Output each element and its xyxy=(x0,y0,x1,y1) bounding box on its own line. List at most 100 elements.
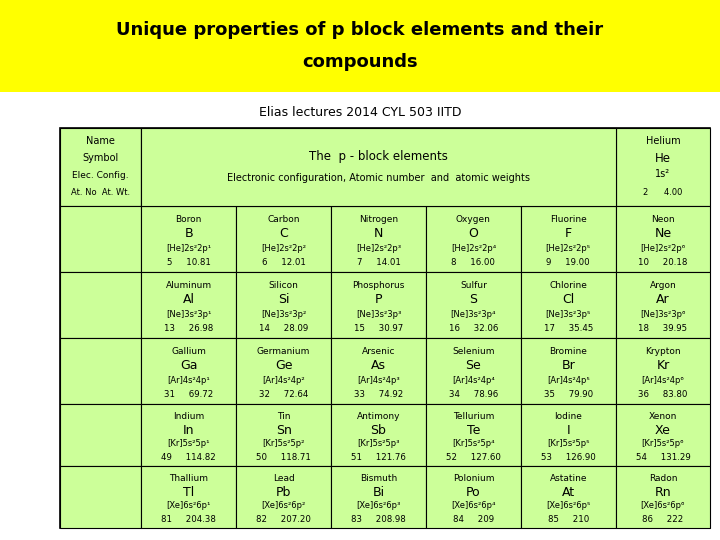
Text: [Ne]3s²3p⁵: [Ne]3s²3p⁵ xyxy=(546,310,591,319)
Text: Cl: Cl xyxy=(562,293,575,306)
Bar xyxy=(616,466,710,528)
Text: 53     126.90: 53 126.90 xyxy=(541,453,595,462)
Text: 15     30.97: 15 30.97 xyxy=(354,324,403,333)
Bar xyxy=(331,338,426,404)
Text: 51     121.76: 51 121.76 xyxy=(351,453,406,462)
Text: [He]2s²2p²: [He]2s²2p² xyxy=(261,244,306,253)
Text: 86     222: 86 222 xyxy=(642,515,683,524)
Text: [Ne]3s²3p²: [Ne]3s²3p² xyxy=(261,310,306,319)
Bar xyxy=(616,338,710,404)
Text: 10     20.18: 10 20.18 xyxy=(638,258,688,267)
Text: Rn: Rn xyxy=(654,485,671,498)
Text: [Ne]3s²3p⁴: [Ne]3s²3p⁴ xyxy=(451,310,496,319)
Text: Lead: Lead xyxy=(273,474,294,483)
Bar xyxy=(426,128,521,206)
Text: 33     74.92: 33 74.92 xyxy=(354,390,403,399)
Text: [Xe]6s²6p⁵: [Xe]6s²6p⁵ xyxy=(546,501,590,510)
Text: 13     26.98: 13 26.98 xyxy=(164,324,213,333)
Text: 6     12.01: 6 12.01 xyxy=(261,258,305,267)
Text: Ne: Ne xyxy=(654,227,672,240)
Bar xyxy=(616,404,710,466)
Text: Sb: Sb xyxy=(371,423,387,436)
Text: Radon: Radon xyxy=(649,474,677,483)
Text: 16     32.06: 16 32.06 xyxy=(449,324,498,333)
Bar xyxy=(141,128,616,206)
Text: C: C xyxy=(279,227,288,240)
Text: 18     39.95: 18 39.95 xyxy=(639,324,688,333)
Text: Name: Name xyxy=(86,136,115,146)
Bar xyxy=(331,404,426,466)
Text: [Xe]6s²6p⁴: [Xe]6s²6p⁴ xyxy=(451,501,495,510)
Text: [Ar]4s²4p³: [Ar]4s²4p³ xyxy=(357,376,400,384)
Text: Germanium: Germanium xyxy=(257,347,310,356)
Text: The  p - block elements: The p - block elements xyxy=(309,150,448,163)
Bar xyxy=(60,404,141,466)
Text: Tellurium: Tellurium xyxy=(453,412,494,421)
Text: Krypton: Krypton xyxy=(645,347,680,356)
Text: Ga: Ga xyxy=(180,359,197,372)
Bar xyxy=(236,128,331,206)
Text: P: P xyxy=(374,293,382,306)
Text: 35     79.90: 35 79.90 xyxy=(544,390,593,399)
Text: Selenium: Selenium xyxy=(452,347,495,356)
Text: 2      4.00: 2 4.00 xyxy=(643,188,683,197)
Text: B: B xyxy=(184,227,193,240)
Text: 34     78.96: 34 78.96 xyxy=(449,390,498,399)
Text: 14     28.09: 14 28.09 xyxy=(259,324,308,333)
Bar xyxy=(141,404,236,466)
Text: F: F xyxy=(564,227,572,240)
Bar xyxy=(521,206,616,272)
Text: Indium: Indium xyxy=(173,412,204,421)
Text: [Kr]5s²5p⁴: [Kr]5s²5p⁴ xyxy=(452,439,495,448)
Text: [Ar]4s²4p⁶: [Ar]4s²4p⁶ xyxy=(642,376,684,384)
Text: [Ar]4s²4p²: [Ar]4s²4p² xyxy=(262,376,305,384)
Text: Silicon: Silicon xyxy=(269,281,299,289)
Text: Br: Br xyxy=(562,359,575,372)
Text: [Xe]6s²6p¹: [Xe]6s²6p¹ xyxy=(166,501,211,510)
Text: At: At xyxy=(562,485,575,498)
Text: Kr: Kr xyxy=(656,359,670,372)
Text: Boron: Boron xyxy=(176,215,202,224)
Bar xyxy=(331,466,426,528)
Text: 1s²: 1s² xyxy=(655,169,670,179)
Text: Antimony: Antimony xyxy=(356,412,400,421)
Bar xyxy=(521,404,616,466)
Bar xyxy=(521,338,616,404)
Text: [Kr]5s²5p⁵: [Kr]5s²5p⁵ xyxy=(547,439,590,448)
Text: [Kr]5s²5p¹: [Kr]5s²5p¹ xyxy=(168,439,210,448)
Text: Arsenic: Arsenic xyxy=(361,347,395,356)
Text: Fluorine: Fluorine xyxy=(550,215,587,224)
Text: Al: Al xyxy=(183,293,194,306)
Text: S: S xyxy=(469,293,477,306)
Bar xyxy=(60,338,141,404)
Text: Sulfur: Sulfur xyxy=(460,281,487,289)
Bar xyxy=(616,128,710,206)
Bar xyxy=(426,338,521,404)
Text: Si: Si xyxy=(278,293,289,306)
Text: He: He xyxy=(655,152,671,165)
Bar xyxy=(0,0,720,92)
Text: [Ne]3s²3p¹: [Ne]3s²3p¹ xyxy=(166,310,212,319)
Bar xyxy=(60,466,141,528)
Text: Carbon: Carbon xyxy=(267,215,300,224)
Text: [Ar]4s²4p¹: [Ar]4s²4p¹ xyxy=(167,376,210,384)
Text: 52     127.60: 52 127.60 xyxy=(446,453,501,462)
Bar xyxy=(521,272,616,338)
Bar xyxy=(60,206,141,272)
Bar xyxy=(141,338,236,404)
Text: 7     14.01: 7 14.01 xyxy=(356,258,400,267)
Text: Elec. Config.: Elec. Config. xyxy=(72,171,129,180)
Text: [He]2s²2p⁵: [He]2s²2p⁵ xyxy=(546,244,591,253)
Bar xyxy=(426,206,521,272)
Text: 85     210: 85 210 xyxy=(548,515,589,524)
Text: Nitrogen: Nitrogen xyxy=(359,215,398,224)
Bar xyxy=(426,404,521,466)
Text: Tl: Tl xyxy=(183,485,194,498)
Bar xyxy=(426,466,521,528)
Text: Thallium: Thallium xyxy=(169,474,208,483)
Text: Ge: Ge xyxy=(275,359,292,372)
Bar xyxy=(141,272,236,338)
Bar xyxy=(141,128,236,206)
Text: Electronic configuration, Atomic number  and  atomic weights: Electronic configuration, Atomic number … xyxy=(227,173,530,183)
Text: Phosphorus: Phosphorus xyxy=(352,281,405,289)
